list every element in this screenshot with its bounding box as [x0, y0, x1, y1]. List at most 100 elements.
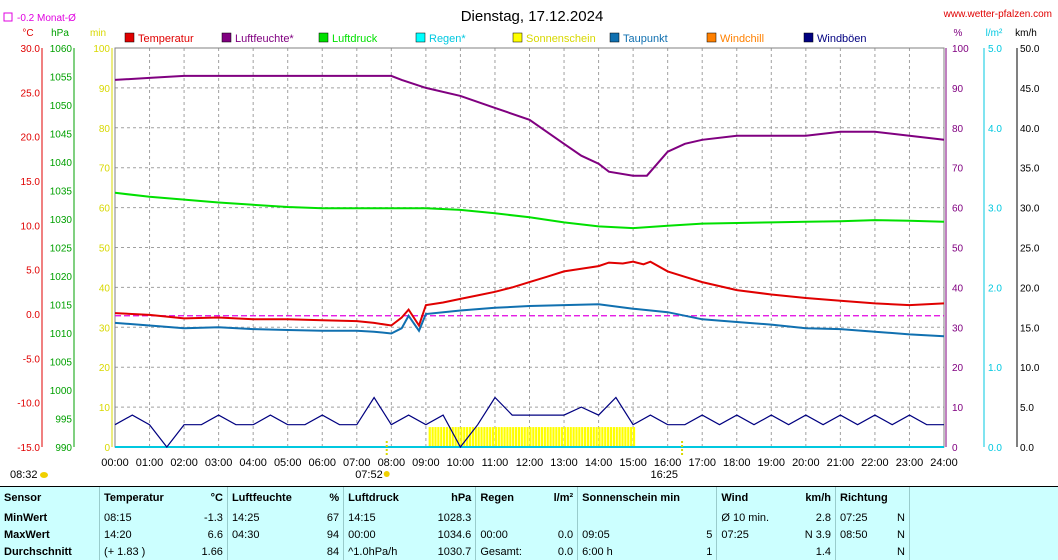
humidity-axis-unit: % — [954, 28, 963, 39]
wind-val: N 3.9 — [790, 526, 835, 543]
sunshine-bar — [593, 427, 595, 447]
temperature-tick: -10.0 — [17, 399, 40, 410]
legend-label-7: Windböen — [817, 33, 867, 45]
x-tick: 03:00 — [205, 457, 233, 469]
minutes-tick: 90 — [99, 84, 111, 95]
sunshine-bar — [463, 427, 465, 447]
stats-header-row: Sensor Temperatur °C Luftfeuchte % Luftd… — [0, 487, 1058, 509]
row-label: MaxWert — [0, 526, 100, 543]
sunshine-bar — [578, 427, 580, 447]
time-left-icon — [40, 472, 48, 478]
x-tick: 07:00 — [343, 457, 371, 469]
wind-tick: 20.0 — [1020, 283, 1040, 294]
wind-time: Ø 10 min. — [717, 509, 790, 526]
sunshine-bar — [590, 427, 592, 447]
sunshine-bar — [581, 427, 583, 447]
sunshine-bar — [529, 427, 531, 447]
humidity-tick: 90 — [952, 84, 964, 95]
sunshine-bar — [429, 427, 431, 447]
minutes-tick: 20 — [99, 363, 111, 374]
statistics-panel: Sensor Temperatur °C Luftfeuchte % Luftd… — [0, 486, 1058, 560]
rain-tick: 3.0 — [988, 204, 1002, 215]
x-tick: 17:00 — [688, 457, 716, 469]
header-wind: Wind — [717, 487, 790, 509]
pressure-axis-unit: hPa — [51, 28, 69, 39]
minutes-axis-unit: min — [90, 28, 106, 39]
sunshine-bar — [573, 427, 575, 447]
sunshine-bar — [561, 427, 563, 447]
press-val: 1034.6 — [421, 526, 476, 543]
sunshine-bar — [619, 427, 621, 447]
sun-time: 09:05 — [578, 526, 679, 543]
stats-row-max: MaxWert 14:20 6.6 04:30 94 00:00 1034.6 … — [0, 526, 1058, 543]
website-link[interactable]: www.wetter-pfalzen.com — [943, 9, 1052, 20]
sun-val: 1 — [679, 543, 717, 560]
rain-tick: 2.0 — [988, 283, 1002, 294]
press-time: 00:00 — [344, 526, 421, 543]
minutes-tick: 50 — [99, 244, 111, 255]
dir-time — [836, 543, 887, 560]
press-time: 14:15 — [344, 509, 421, 526]
stats-blank — [910, 487, 1058, 509]
stats-row-avg: Durchschnitt (+ 1.83 ) 1.66 84 ^1.0hPa/h… — [0, 543, 1058, 560]
sunshine-bar — [478, 427, 480, 447]
legend-label-4: Sonnenschein — [526, 33, 596, 45]
temperature-tick: 25.0 — [21, 88, 41, 99]
temp-val: 6.6 — [188, 526, 227, 543]
x-tick: 21:00 — [827, 457, 855, 469]
humidity-tick: 30 — [952, 323, 964, 334]
temperature-tick: 10.0 — [21, 221, 41, 232]
wind-val: 2.8 — [790, 509, 835, 526]
legend-swatch-2 — [319, 33, 328, 42]
hum-time — [227, 543, 316, 560]
hum-val: 84 — [317, 543, 344, 560]
sunshine-bar — [475, 427, 477, 447]
sunshine-bar — [621, 427, 623, 447]
rain-time: 00:00 — [476, 526, 541, 543]
sunshine-bar — [633, 427, 635, 447]
header-sensor: Sensor — [0, 487, 100, 509]
sunshine-bar — [616, 427, 618, 447]
sunshine-bar — [483, 427, 485, 447]
sunshine-bar — [547, 427, 549, 447]
rain-tick: 5.0 — [988, 44, 1002, 55]
rain-val: 0.0 — [541, 526, 578, 543]
minutes-tick: 100 — [93, 44, 110, 55]
rain-time — [476, 509, 541, 526]
humidity-tick: 80 — [952, 124, 964, 135]
sunshine-bar — [584, 427, 586, 447]
sunrise-icon — [384, 471, 390, 477]
humidity-tick: 70 — [952, 164, 964, 175]
humidity-tick: 50 — [952, 244, 964, 255]
legend-swatch-4 — [513, 33, 522, 42]
minutes-tick: 70 — [99, 164, 111, 175]
sunshine-bar — [627, 427, 629, 447]
temperature-tick: 5.0 — [26, 266, 40, 277]
sunshine-bar — [443, 427, 445, 447]
sunshine-bar — [552, 427, 554, 447]
humidity-tick: 10 — [952, 403, 964, 414]
x-tick: 18:00 — [723, 457, 751, 469]
pressure-tick: 1055 — [50, 73, 73, 84]
header-temp-unit: °C — [188, 487, 227, 509]
minutes-tick: 30 — [99, 323, 111, 334]
x-tick: 04:00 — [239, 457, 267, 469]
wind-tick: 0.0 — [1020, 443, 1034, 454]
monthly-avg-label: -0.2 Monat-Ø — [17, 13, 76, 24]
sunshine-bar — [469, 427, 471, 447]
sunshine-bar — [601, 427, 603, 447]
sunshine-bar — [598, 427, 600, 447]
pressure-tick: 990 — [55, 443, 72, 454]
wind-time: 07:25 — [717, 526, 790, 543]
minutes-tick: 10 — [99, 403, 111, 414]
hum-time: 14:25 — [227, 509, 316, 526]
sun-time: 6:00 h — [578, 543, 679, 560]
sunshine-bar — [492, 427, 494, 447]
sunshine-bar — [486, 427, 488, 447]
weather-chart: Dienstag, 17.12.2024 www.wetter-pfalzen.… — [0, 0, 1058, 486]
sunshine-bar — [596, 427, 598, 447]
sunshine-bar — [526, 427, 528, 447]
sunshine-bar — [509, 427, 511, 447]
legend-label-0: Temperatur — [138, 33, 194, 45]
press-val: 1030.7 — [421, 543, 476, 560]
